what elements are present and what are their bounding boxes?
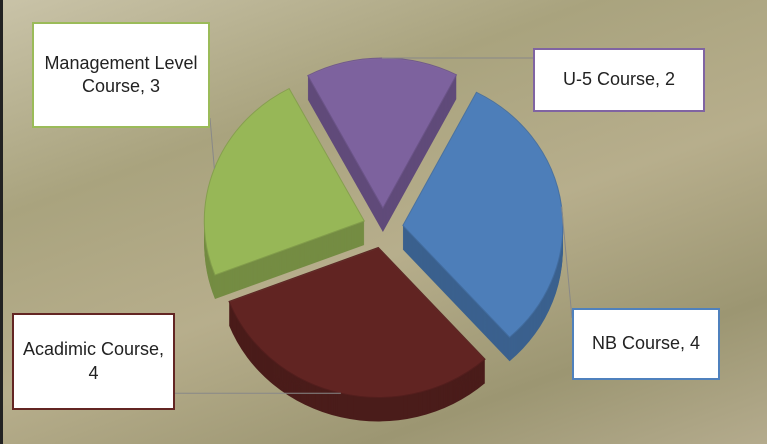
leader-line [209, 117, 215, 169]
slice [203, 87, 365, 276]
leader-line [561, 206, 573, 319]
data-label: Management Level Course, 3 [32, 22, 210, 128]
data-label: NB Course, 4 [572, 308, 720, 380]
data-label: Acadimic Course, 4 [12, 313, 175, 410]
data-label: U-5 Course, 2 [533, 48, 705, 112]
